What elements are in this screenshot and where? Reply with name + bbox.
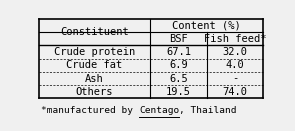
Text: 74.0: 74.0	[223, 87, 248, 97]
Text: Crude protein: Crude protein	[54, 47, 135, 57]
Text: 6.9: 6.9	[169, 60, 188, 70]
Text: Crude fat: Crude fat	[66, 60, 123, 70]
Text: Fish feed*: Fish feed*	[204, 34, 266, 44]
Text: 6.5: 6.5	[169, 73, 188, 83]
Text: 19.5: 19.5	[166, 87, 191, 97]
Text: Ash: Ash	[85, 73, 104, 83]
Text: BSF: BSF	[169, 34, 188, 44]
Text: Constituent: Constituent	[60, 27, 129, 37]
Text: Content (%): Content (%)	[172, 20, 241, 30]
Text: 4.0: 4.0	[226, 60, 245, 70]
Text: 67.1: 67.1	[166, 47, 191, 57]
Text: Others: Others	[76, 87, 113, 97]
Text: , Thailand: , Thailand	[179, 106, 237, 115]
Text: 32.0: 32.0	[223, 47, 248, 57]
Text: Centago: Centago	[139, 106, 179, 115]
Text: -: -	[232, 73, 238, 83]
Text: *manufactured by: *manufactured by	[41, 106, 139, 115]
